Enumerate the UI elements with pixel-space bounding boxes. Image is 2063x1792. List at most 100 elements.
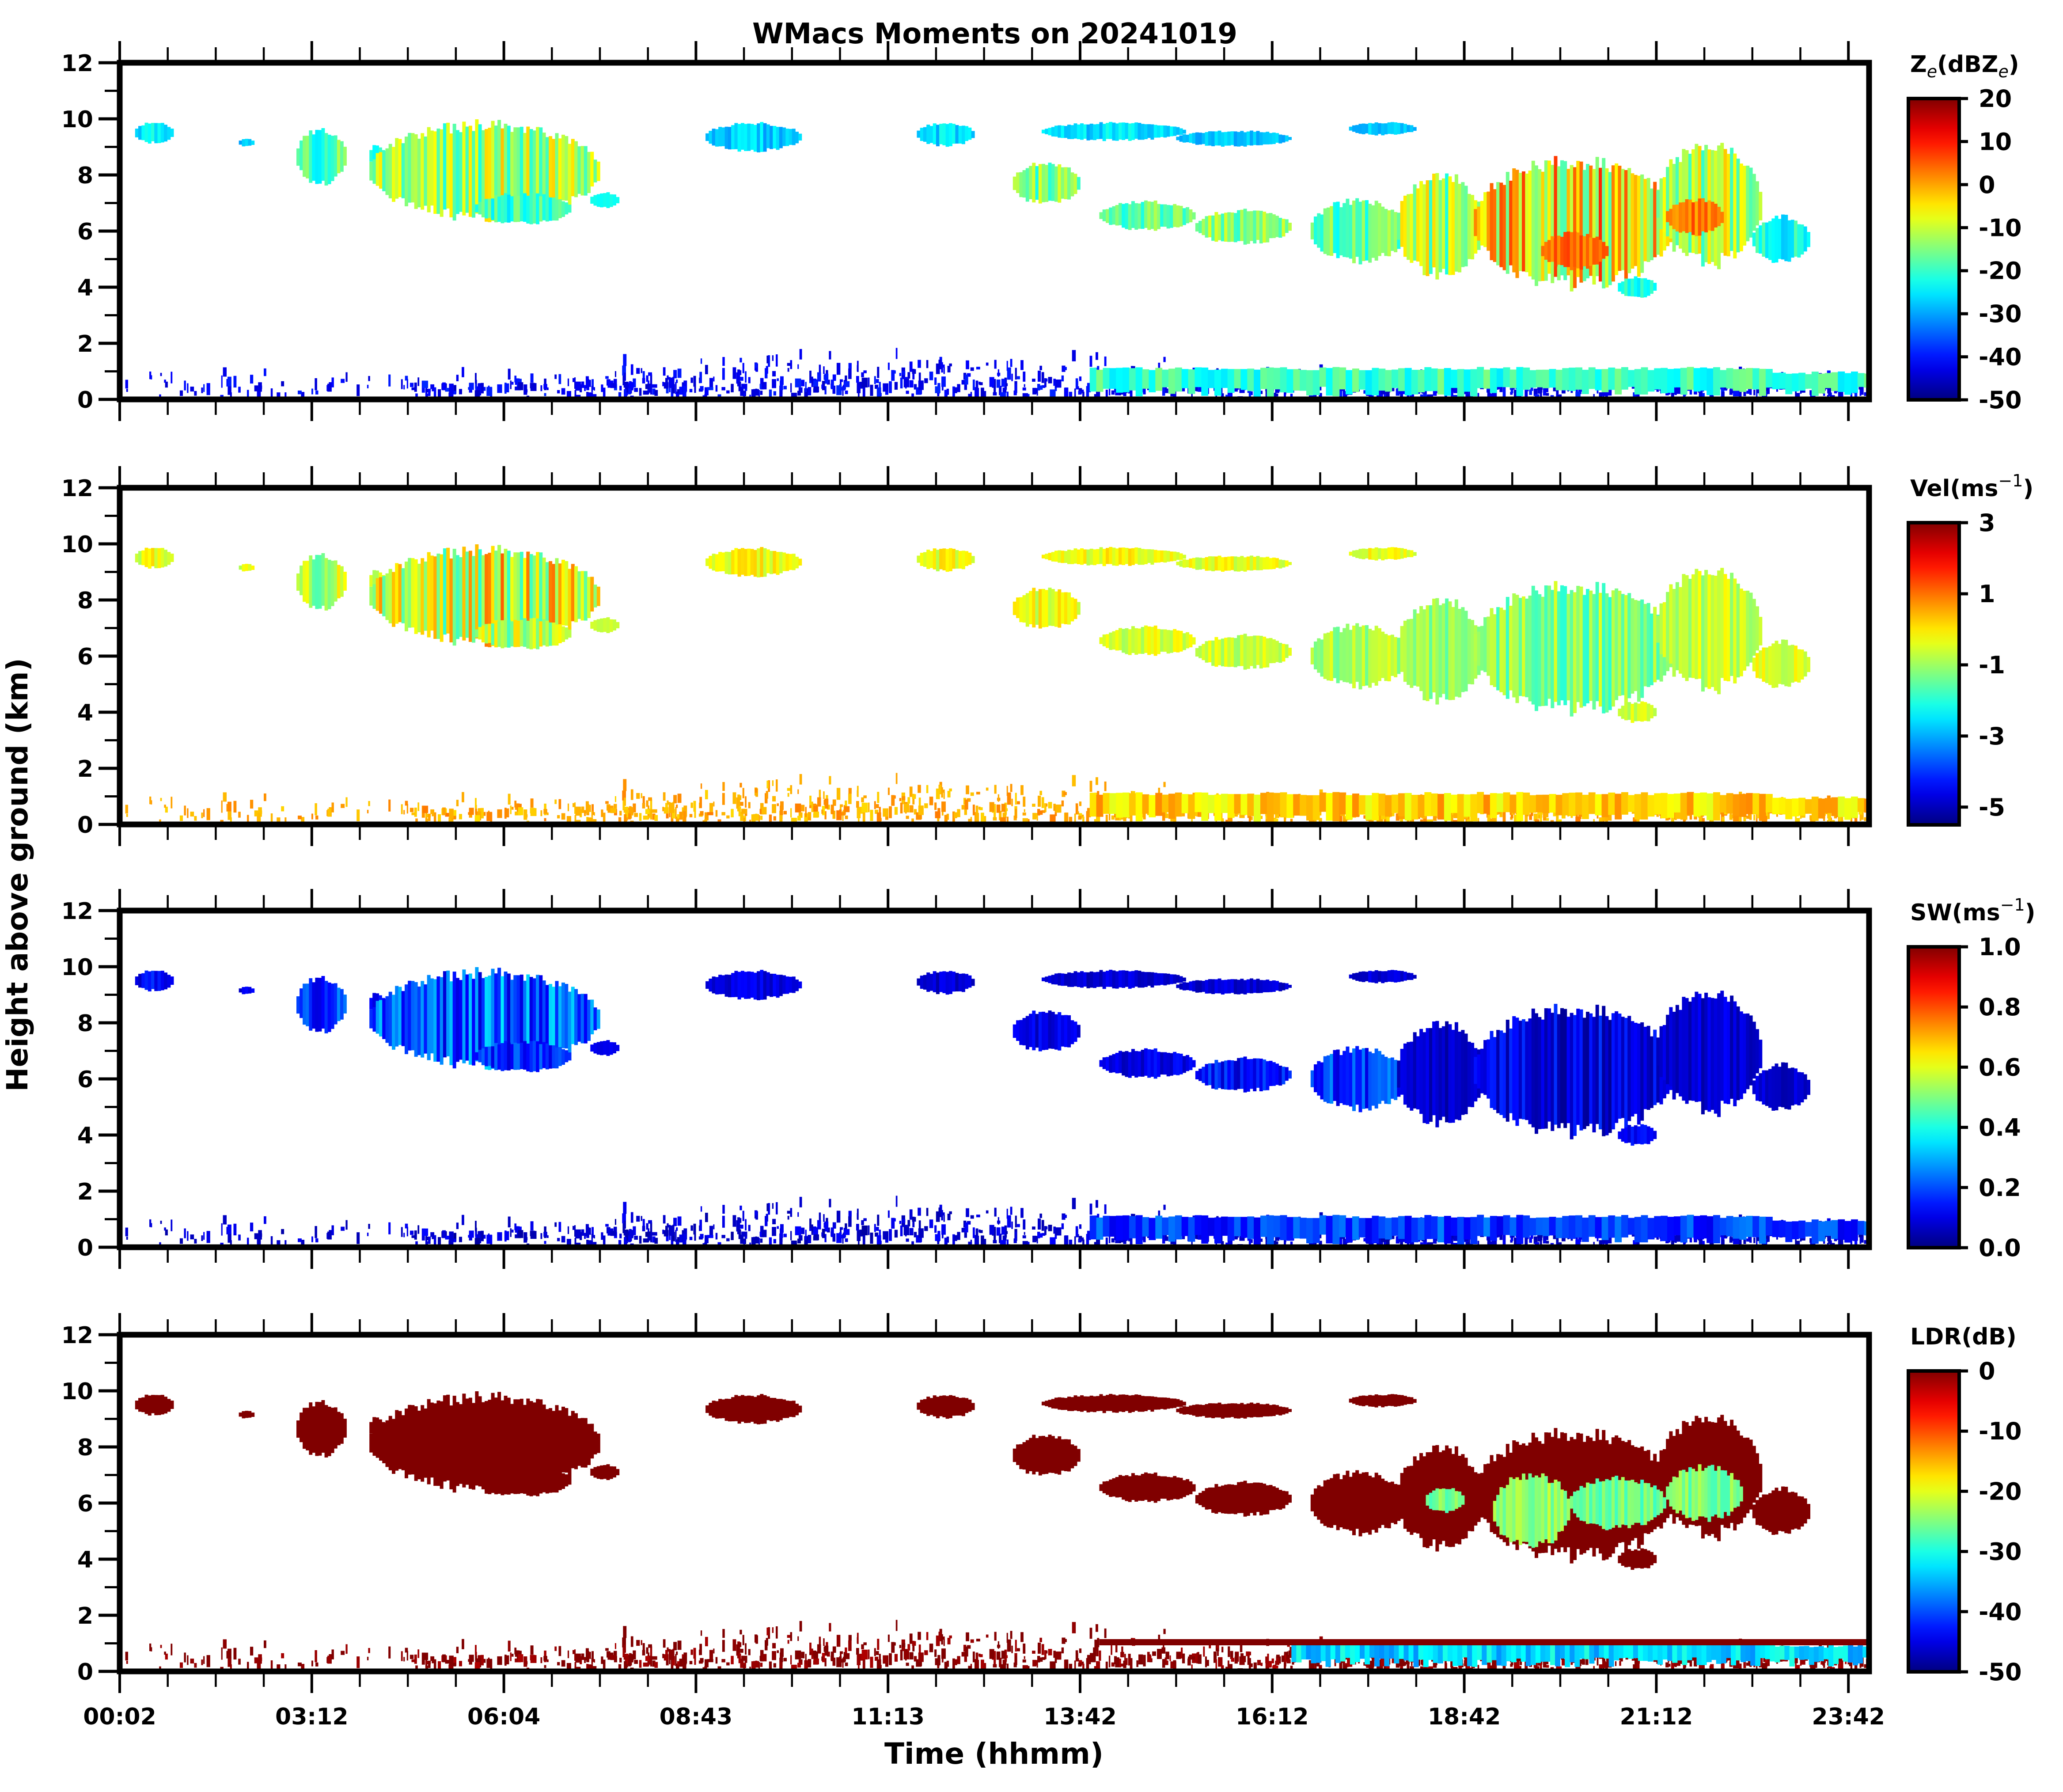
- cloud-column: [1579, 161, 1583, 283]
- bl-echo-pixel: [1250, 391, 1253, 395]
- bl-echo-pixel: [150, 800, 152, 805]
- bl-echo-pixel: [642, 1226, 645, 1231]
- bl-echo-pixel: [1749, 1235, 1752, 1243]
- bl-layer-column: [1214, 369, 1221, 396]
- bl-echo-pixel: [1272, 393, 1278, 397]
- bl-echo-pixel: [445, 1235, 451, 1240]
- bl-echo-pixel: [1683, 816, 1686, 824]
- cloud-column: [520, 974, 523, 1062]
- bl-echo-pixel: [840, 379, 842, 386]
- bl-echo-pixel: [722, 782, 725, 791]
- bl-echo-pixel: [858, 1237, 860, 1246]
- cloud-column: [475, 119, 479, 214]
- cloud-column: [1563, 586, 1567, 706]
- bl-echo-pixel: [1746, 816, 1750, 819]
- cloud-column: [529, 618, 533, 649]
- cloud-column: [1263, 212, 1267, 243]
- cloud-column: [1374, 201, 1378, 261]
- bl-echo-pixel: [1702, 818, 1705, 824]
- bl-echo-pixel: [1746, 1238, 1750, 1242]
- bl-layer-column: [1477, 792, 1484, 813]
- cloud-column: [523, 558, 527, 633]
- cloud-column: [1282, 644, 1286, 662]
- bl-echo-pixel: [1004, 802, 1007, 815]
- bl-echo-pixel: [623, 809, 630, 813]
- bl-echo-pixel: [900, 377, 903, 389]
- bl-echo-pixel: [585, 376, 589, 389]
- bl-echo-pixel: [1027, 394, 1030, 398]
- bl-echo-pixel: [1529, 1237, 1532, 1243]
- cloud-column: [1771, 218, 1775, 263]
- bl-echo-pixel: [875, 809, 879, 814]
- colorbar-label-end: ): [2009, 51, 2019, 78]
- cloud-column: [1182, 129, 1186, 134]
- cloud-column: [1330, 206, 1334, 256]
- cloud-column: [1275, 216, 1279, 237]
- bl-echo-pixel: [520, 1226, 522, 1233]
- cloud-column: [1176, 137, 1180, 140]
- cloud-column: [478, 202, 482, 215]
- bl-echo-pixel: [475, 809, 477, 815]
- cloud-column: [923, 127, 927, 142]
- cloud-column: [1621, 281, 1625, 294]
- bl-echo-pixel: [1540, 387, 1542, 397]
- cloud-column: [1327, 632, 1330, 681]
- cloud-column: [1045, 129, 1049, 134]
- bl-echo-pixel: [844, 1229, 850, 1235]
- bl-echo-pixel: [311, 1236, 313, 1242]
- bl-echo-pixel: [1004, 377, 1007, 390]
- bl-echo-pixel: [264, 368, 266, 376]
- cloud-column: [1173, 551, 1177, 561]
- bl-echo-pixel: [1006, 1239, 1009, 1247]
- bl-echo-pixel: [856, 801, 859, 808]
- bl-echo-pixel: [1854, 391, 1858, 399]
- cloud-column: [1336, 201, 1340, 258]
- bl-echo-pixel: [909, 361, 913, 372]
- bl-echo-pixel: [1064, 1235, 1069, 1245]
- cloud-column: [1246, 556, 1250, 570]
- bl-echo-pixel: [903, 1226, 909, 1235]
- bl-echo-pixel: [858, 814, 860, 823]
- cloud-column: [1615, 588, 1619, 700]
- cloud-column: [1214, 556, 1218, 571]
- bl-echo-pixel: [403, 385, 405, 390]
- cloud-column: [1551, 590, 1555, 708]
- bl-echo-pixel: [1420, 1242, 1423, 1245]
- cloud-column: [539, 552, 543, 634]
- bl-echo-pixel: [1105, 389, 1108, 399]
- cloud-column: [1662, 602, 1666, 657]
- cloud-column: [296, 996, 300, 1014]
- bl-layer-column: [1772, 797, 1779, 815]
- bl-layer-column: [1811, 797, 1819, 821]
- cloud-column: [1771, 643, 1775, 688]
- cloud-column: [167, 975, 171, 988]
- bl-echo-pixel: [1576, 1234, 1578, 1244]
- bl-echo-pixel: [947, 366, 951, 372]
- cloud-column: [600, 618, 603, 633]
- cloud-column: [705, 133, 709, 141]
- bl-layer-column: [1818, 798, 1825, 819]
- cloud-column: [1182, 134, 1186, 143]
- bl-echo-pixel: [284, 392, 287, 399]
- bl-echo-pixel: [673, 1218, 677, 1226]
- cloud-column: [1717, 570, 1721, 695]
- cloud-column: [1358, 626, 1362, 690]
- cloud-column: [1093, 124, 1096, 140]
- bl-echo-pixel: [823, 791, 825, 799]
- bl-echo-pixel: [780, 801, 784, 810]
- bl-layer-column: [1746, 1215, 1753, 1237]
- bl-echo-pixel: [876, 387, 881, 397]
- cloud-column: [568, 569, 572, 631]
- bl-echo-pixel: [808, 812, 812, 818]
- bl-echo-pixel: [1050, 389, 1056, 399]
- bl-echo-pixel: [938, 1207, 941, 1217]
- cloud-column: [1073, 599, 1077, 619]
- bl-echo-pixel: [912, 1217, 916, 1222]
- bl-echo-pixel: [220, 820, 224, 823]
- cloud-column: [1176, 127, 1180, 135]
- bl-layer-column: [1286, 369, 1294, 393]
- bl-layer-column: [1627, 370, 1635, 387]
- cloud-column: [1538, 169, 1542, 281]
- cloud-column: [1192, 637, 1196, 645]
- cloud-column: [1710, 575, 1714, 687]
